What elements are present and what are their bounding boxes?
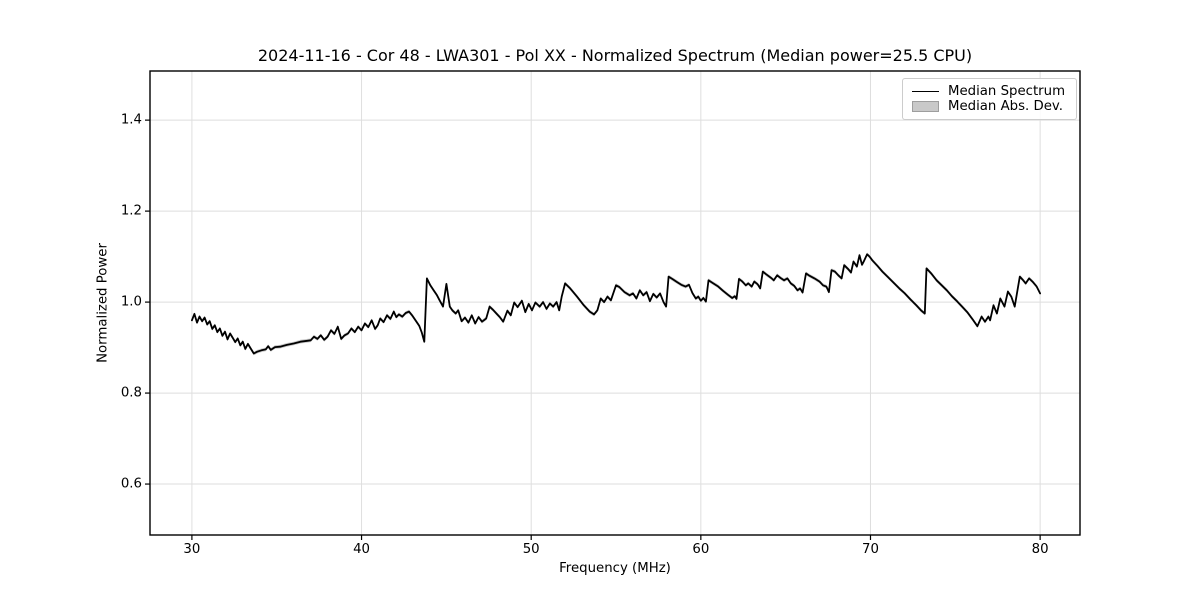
- y-tick-label: 1.0: [120, 294, 142, 310]
- x-axis-label: Frequency (MHz): [559, 561, 671, 576]
- legend-line-swatch: [912, 91, 939, 92]
- y-axis-label-text: Normalized Power: [95, 243, 111, 363]
- x-tick-label: 50: [522, 542, 540, 557]
- y-tick-label: 1.4: [120, 112, 142, 128]
- chart-title: 2024-11-16 - Cor 48 - LWA301 - Pol XX - …: [257, 46, 973, 65]
- x-tick-label: 80: [1031, 542, 1049, 557]
- legend-label: Median Abs. Dev.: [948, 99, 1063, 114]
- legend: Median Spectrum Median Abs. Dev.: [902, 78, 1077, 120]
- legend-label: Median Spectrum: [948, 84, 1066, 99]
- median-spectrum-line: [190, 253, 1041, 355]
- axes-spines: [149, 70, 1081, 536]
- y-tick-label: 0.6: [120, 476, 142, 492]
- x-tick-label: 60: [692, 542, 710, 557]
- x-tick-label: 30: [183, 542, 201, 557]
- legend-entry-median-abs-dev: Median Abs. Dev.: [912, 99, 1067, 114]
- x-tick-label: 70: [862, 542, 879, 557]
- y-tick-label: 0.8: [120, 385, 142, 401]
- legend-entry-median-spectrum: Median Spectrum: [912, 84, 1067, 99]
- y-tick-label: 1.2: [120, 203, 142, 219]
- x-tick-label: 40: [353, 542, 371, 557]
- median-abs-dev-band: [191, 252, 1041, 356]
- legend-patch-swatch: [912, 101, 939, 112]
